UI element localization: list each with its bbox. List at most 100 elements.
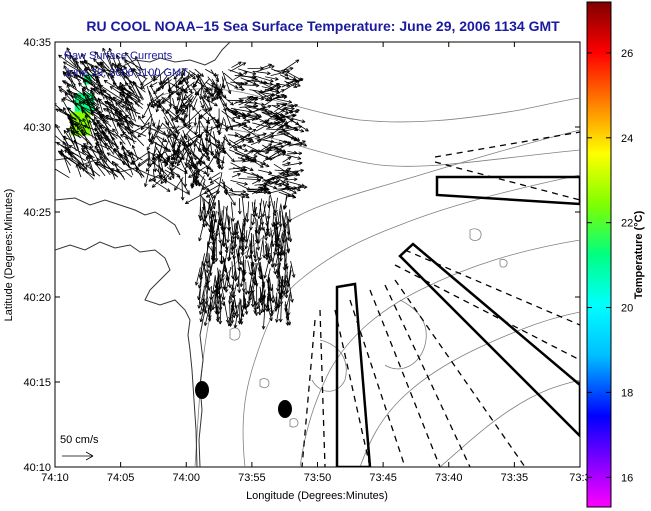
current-vector — [168, 165, 175, 179]
current-vector — [166, 158, 175, 165]
current-vector — [213, 219, 220, 241]
current-vector — [224, 118, 229, 132]
current-vector — [236, 266, 241, 287]
current-vector — [187, 163, 208, 175]
current-vector — [184, 192, 205, 205]
current-vector — [257, 298, 262, 316]
current-vector — [283, 108, 299, 114]
current-vector — [157, 154, 163, 179]
current-vector — [280, 203, 287, 229]
current-vector — [263, 228, 268, 241]
current-vector — [233, 168, 248, 173]
current-vector — [194, 68, 204, 77]
current-vector — [85, 164, 101, 177]
current-vector — [212, 131, 220, 155]
current-vector — [218, 117, 225, 136]
current-vector — [252, 75, 274, 83]
current-vector — [197, 288, 202, 309]
current-vector — [165, 151, 170, 161]
current-vector — [230, 180, 248, 186]
current-vector — [265, 176, 280, 183]
current-vector — [230, 261, 235, 279]
current-vector — [244, 228, 251, 250]
current-vector — [194, 176, 199, 187]
current-vector — [262, 93, 274, 98]
current-vector — [241, 256, 246, 274]
current-vector — [194, 267, 201, 286]
current-vector — [173, 67, 187, 80]
current-vector — [69, 54, 86, 75]
current-vector — [240, 77, 257, 86]
current-vector — [284, 231, 290, 254]
x-tick-label: 73:50 — [304, 472, 332, 484]
current-vector — [290, 261, 296, 278]
current-vector — [190, 169, 196, 188]
current-vector — [69, 126, 77, 142]
current-vector — [111, 136, 122, 158]
current-vector — [235, 152, 250, 159]
current-vector — [230, 81, 248, 86]
current-vector — [217, 225, 222, 244]
current-vector — [274, 141, 292, 153]
current-vector — [235, 135, 252, 143]
current-vector — [285, 70, 303, 81]
current-vector — [67, 90, 85, 103]
current-vector — [98, 114, 112, 127]
current-vector — [262, 144, 272, 151]
current-vector — [199, 305, 205, 323]
current-vector — [119, 154, 133, 165]
current-vector — [71, 71, 96, 87]
current-vector — [278, 191, 291, 198]
current-vector — [204, 283, 209, 305]
current-vector — [140, 77, 148, 86]
current-vector — [239, 228, 245, 252]
current-vector — [81, 88, 89, 99]
current-vector — [107, 72, 117, 87]
current-vector — [254, 182, 268, 187]
current-vector — [204, 88, 211, 95]
colorbar-tick-label: 24 — [621, 133, 633, 145]
x-axis-label: Longitude (Degrees:Minutes) — [246, 490, 388, 502]
current-vector — [233, 143, 247, 149]
current-vector — [268, 140, 288, 148]
current-vector — [147, 103, 156, 127]
current-vector — [232, 144, 248, 152]
current-vector — [284, 80, 298, 88]
current-vector — [254, 143, 273, 156]
current-vector — [221, 76, 226, 89]
current-vector — [91, 92, 99, 102]
current-vector — [83, 60, 99, 69]
current-vector — [188, 70, 200, 78]
current-vector — [208, 198, 215, 218]
current-vector — [158, 75, 163, 86]
current-vector — [115, 102, 135, 125]
current-vector — [208, 194, 216, 210]
current-vector — [55, 108, 77, 121]
current-vector — [67, 150, 79, 157]
current-vector — [214, 149, 221, 169]
current-vector — [283, 103, 298, 109]
current-vector — [209, 177, 220, 184]
current-vector — [99, 61, 105, 73]
current-vector — [192, 74, 202, 88]
map-layers — [55, 42, 580, 467]
current-vector — [150, 139, 172, 153]
current-vector — [165, 157, 174, 168]
current-vector — [203, 265, 211, 291]
bold-sector-outlines — [335, 175, 580, 467]
current-vector — [213, 210, 218, 223]
current-vector — [139, 80, 153, 89]
marker-1 — [195, 381, 209, 399]
current-vector — [224, 109, 234, 131]
current-vector — [223, 72, 243, 89]
current-vector — [218, 138, 226, 151]
current-vector — [148, 175, 159, 182]
current-vector — [286, 294, 291, 316]
current-vector — [120, 134, 137, 143]
current-vector — [130, 68, 147, 79]
current-vector — [174, 143, 181, 165]
current-vector — [232, 189, 246, 194]
current-vector — [214, 90, 223, 101]
current-vector — [243, 295, 247, 310]
colorbar-tick-label: 22 — [621, 218, 633, 230]
